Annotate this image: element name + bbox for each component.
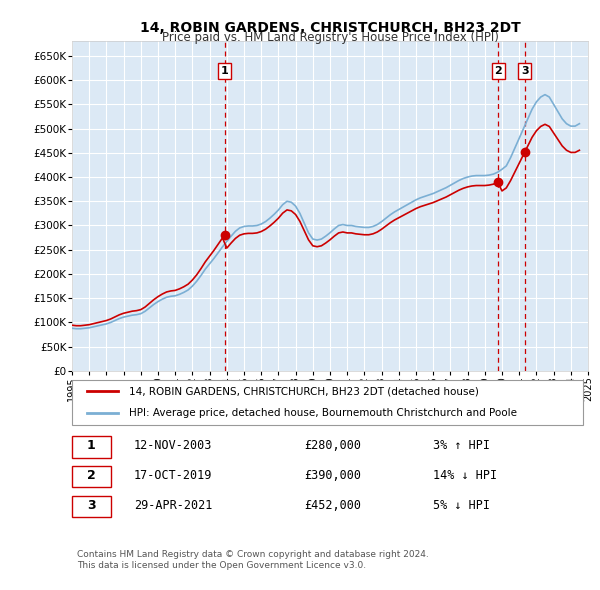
Text: 29-APR-2021: 29-APR-2021 — [134, 499, 212, 512]
Text: 17-OCT-2019: 17-OCT-2019 — [134, 469, 212, 482]
Text: Contains HM Land Registry data © Crown copyright and database right 2024.
This d: Contains HM Land Registry data © Crown c… — [77, 550, 429, 569]
Text: 5% ↓ HPI: 5% ↓ HPI — [433, 499, 490, 512]
Text: 3: 3 — [521, 66, 529, 76]
Text: 2: 2 — [494, 66, 502, 76]
Text: 3: 3 — [87, 499, 95, 512]
Text: £452,000: £452,000 — [304, 499, 361, 512]
Text: £280,000: £280,000 — [304, 440, 361, 453]
Text: HPI: Average price, detached house, Bournemouth Christchurch and Poole: HPI: Average price, detached house, Bour… — [129, 408, 517, 418]
Text: 3% ↑ HPI: 3% ↑ HPI — [433, 440, 490, 453]
Text: £390,000: £390,000 — [304, 469, 361, 482]
Text: 14, ROBIN GARDENS, CHRISTCHURCH, BH23 2DT: 14, ROBIN GARDENS, CHRISTCHURCH, BH23 2D… — [140, 21, 520, 35]
FancyBboxPatch shape — [72, 437, 110, 458]
Text: 14, ROBIN GARDENS, CHRISTCHURCH, BH23 2DT (detached house): 14, ROBIN GARDENS, CHRISTCHURCH, BH23 2D… — [129, 386, 479, 396]
Text: 1: 1 — [87, 440, 95, 453]
Text: 14% ↓ HPI: 14% ↓ HPI — [433, 469, 497, 482]
FancyBboxPatch shape — [72, 466, 110, 487]
Text: 1: 1 — [221, 66, 229, 76]
Text: 2: 2 — [87, 469, 95, 482]
Text: Price paid vs. HM Land Registry's House Price Index (HPI): Price paid vs. HM Land Registry's House … — [161, 31, 499, 44]
FancyBboxPatch shape — [72, 381, 583, 425]
Text: 12-NOV-2003: 12-NOV-2003 — [134, 440, 212, 453]
FancyBboxPatch shape — [72, 496, 110, 517]
